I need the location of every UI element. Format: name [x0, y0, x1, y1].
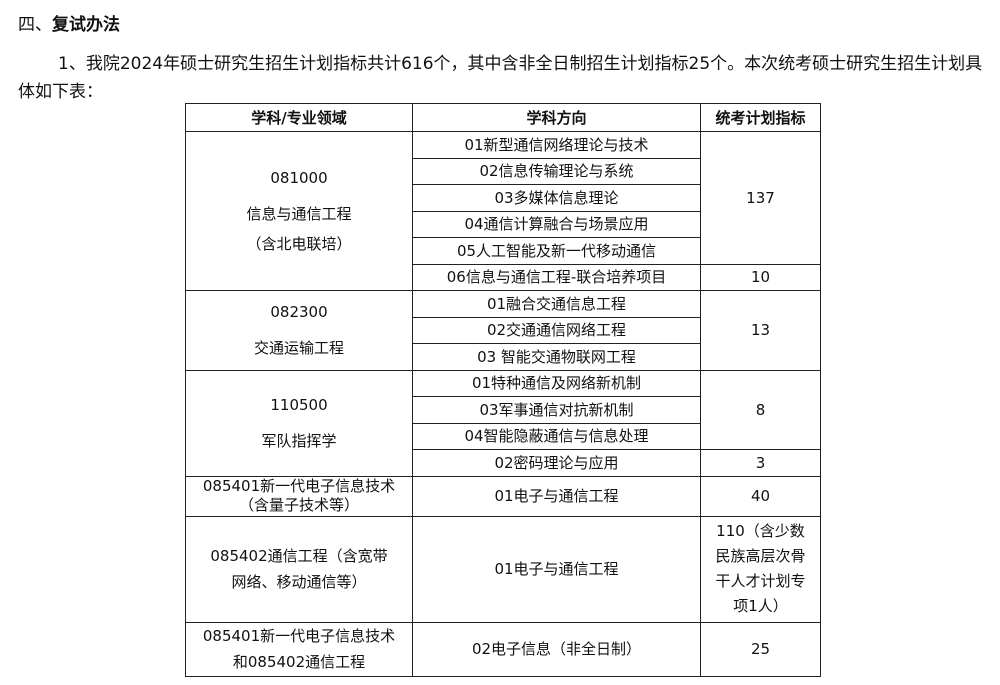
table-row: 085401新一代电子信息技术（含量子技术等） 01电子与通信工程 40 — [185, 475, 821, 517]
direction-cell: 02密码理论与应用 — [412, 449, 701, 477]
direction-cell: 04通信计算融合与场景应用 — [412, 210, 701, 238]
field-name: 交通运输工程 — [253, 339, 344, 358]
direction-cell: 04智能隐蔽通信与信息处理 — [412, 422, 701, 450]
table-row: 02密码理论与应用 3 — [186, 449, 821, 477]
table-row: 02信息传输理论与系统 — [186, 157, 821, 185]
header-quota: 统考计划指标 — [700, 103, 821, 132]
field-code: 081000 — [270, 169, 328, 187]
header-direction: 学科方向 — [412, 103, 701, 132]
field-code: 110500 — [270, 396, 328, 414]
enrollment-plan-table: 学科/专业领域 学科方向 统考计划指标 081000 信息与通信工程 （含北电联培）… — [185, 103, 821, 677]
field-cell: 085402通信工程（含宽带网络、移动通信等） — [185, 515, 413, 623]
section-heading: 四、复试办法 — [18, 10, 120, 35]
direction-cell: 03多媒体信息理论 — [412, 184, 701, 212]
quota-cell: 25 — [700, 621, 821, 677]
table-row: 082300 交通运输工程 01融合交通信息工程 13 — [185, 290, 821, 371]
table-row: 02交通通信网络工程 — [186, 316, 821, 344]
direction-cell: 01特种通信及网络新机制 — [412, 369, 701, 397]
field-name: 军队指挥学 — [261, 432, 337, 450]
direction-cell: 06信息与通信工程-联合培养项目 — [412, 263, 701, 291]
direction-cell: 05人工智能及新一代移动通信 — [412, 237, 701, 265]
direction-cell: 01融合交通信息工程 — [412, 290, 701, 318]
direction-cell: 03 智能交通物联网工程 — [412, 343, 701, 371]
direction-cell: 02信息传输理论与系统 — [412, 157, 701, 185]
field-note: （含北电联培） — [246, 235, 352, 253]
quota-cell: 10 — [700, 263, 821, 291]
field-cell: 085401新一代电子信息技术（含量子技术等） — [185, 475, 413, 517]
field-code: 082300 — [270, 303, 328, 322]
table-row: 06信息与通信工程-联合培养项目 10 — [186, 263, 821, 291]
direction-cell: 01电子与通信工程 — [412, 515, 701, 623]
intro-paragraph: 1、我院2024年硕士研究生招生计划指标共计616个，其中含非全日制招生计划指标… — [18, 54, 983, 102]
field-cell: 081000 信息与通信工程 （含北电联培） — [185, 131, 413, 291]
quota-cell: 137 — [700, 131, 821, 265]
header-field: 学科/专业领域 — [185, 103, 413, 132]
direction-cell: 03军事通信对抗新机制 — [412, 396, 701, 424]
table-row: 05人工智能及新一代移动通信 — [186, 237, 821, 265]
table-row: 03多媒体信息理论 — [186, 184, 821, 212]
quota-cell: 8 — [700, 369, 821, 450]
table-header-row: 学科/专业领域 学科方向 统考计划指标 — [185, 103, 821, 132]
direction-cell: 02电子信息（非全日制） — [412, 621, 701, 677]
direction-cell: 01新型通信网络理论与技术 — [412, 131, 701, 159]
section-number: 四、 — [18, 15, 52, 35]
table-row: 04智能隐蔽通信与信息处理 — [186, 422, 821, 450]
table-row: 085401新一代电子信息技术和085402通信工程 02电子信息（非全日制） … — [185, 621, 821, 677]
field-name: 信息与通信工程 — [246, 205, 352, 223]
table-row: 03军事通信对抗新机制 — [186, 396, 821, 424]
table-row: 110500 军队指挥学 01特种通信及网络新机制 8 — [185, 369, 821, 477]
quota-cell: 13 — [700, 290, 821, 371]
direction-cell: 02交通通信网络工程 — [412, 316, 701, 344]
quota-cell: 3 — [700, 449, 821, 477]
field-cell: 110500 军队指挥学 — [185, 369, 413, 477]
field-cell: 085401新一代电子信息技术和085402通信工程 — [185, 621, 413, 677]
direction-cell: 01电子与通信工程 — [412, 475, 701, 517]
quota-cell: 110（含少数民族高层次骨干人才计划专项1人） — [700, 515, 821, 623]
section-title: 复试办法 — [52, 15, 120, 35]
table-row: 04通信计算融合与场景应用 — [186, 210, 821, 238]
quota-cell: 40 — [700, 475, 821, 517]
table-row: 03 智能交通物联网工程 — [186, 343, 821, 371]
table-row: 081000 信息与通信工程 （含北电联培） 01新型通信网络理论与技术 137 — [185, 131, 821, 291]
table-row: 085402通信工程（含宽带网络、移动通信等） 01电子与通信工程 110（含少… — [185, 515, 821, 623]
field-cell: 082300 交通运输工程 — [185, 290, 413, 371]
